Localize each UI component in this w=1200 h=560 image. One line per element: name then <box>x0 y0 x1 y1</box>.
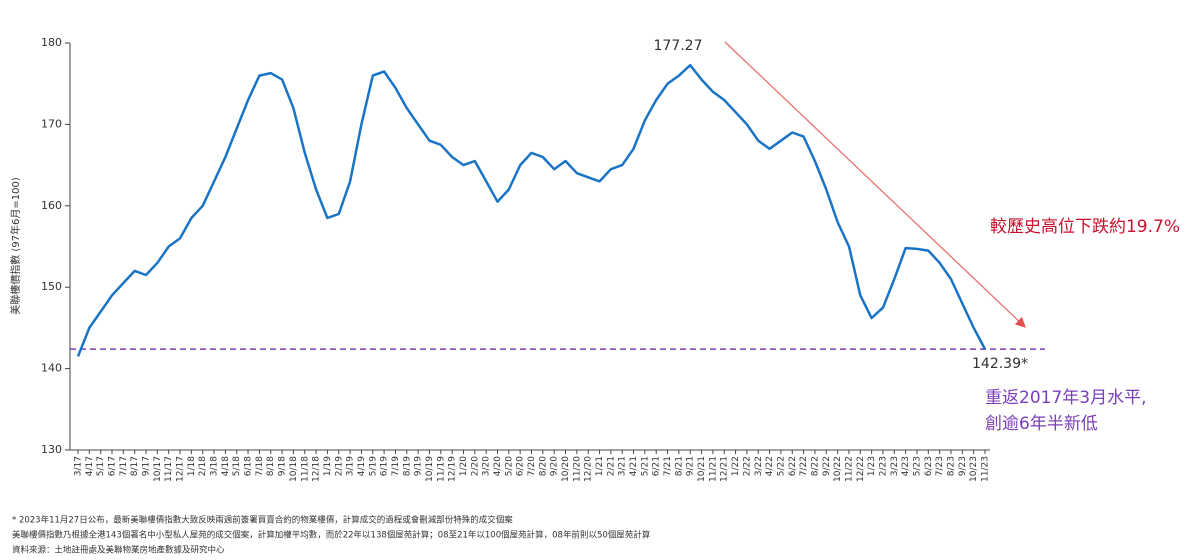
level-note: 重返2017年3月水平, <box>985 388 1146 408</box>
x-tick-label: 2/21 <box>606 456 616 476</box>
x-tick-label: 12/21 <box>720 456 730 482</box>
level-note: 創逾6年半新低 <box>985 414 1098 434</box>
x-tick-label: 6/17 <box>108 456 118 476</box>
x-tick-label: 10/21 <box>697 456 707 482</box>
x-tick-label: 4/22 <box>765 456 775 476</box>
x-tick-label: 10/19 <box>425 456 435 482</box>
x-tick-label: 9/22 <box>822 456 832 476</box>
x-tick-label: 8/17 <box>130 456 140 476</box>
x-tick-label: 2/18 <box>198 456 208 476</box>
x-tick-label: 6/19 <box>380 456 390 476</box>
x-tick-label: 6/20 <box>516 456 526 476</box>
x-tick-label: 6/22 <box>788 456 798 476</box>
x-tick-label: 8/18 <box>266 456 276 476</box>
y-tick-label: 180 <box>41 36 62 49</box>
y-tick-label: 150 <box>41 280 62 293</box>
x-tick-label: 12/22 <box>856 456 866 482</box>
x-tick-label: 7/18 <box>255 456 265 476</box>
x-tick-label: 4/19 <box>357 456 367 476</box>
x-tick-label: 5/18 <box>232 456 242 476</box>
x-tick-label: 3/21 <box>618 456 628 476</box>
x-tick-label: 3/19 <box>346 456 356 476</box>
x-tick-label: 11/18 <box>300 456 310 482</box>
x-tick-label: 5/19 <box>368 456 378 476</box>
x-tick-label: 8/23 <box>946 456 956 476</box>
x-tick-label: 2/22 <box>742 456 752 476</box>
x-tick-label: 10/23 <box>969 456 979 482</box>
x-tick-label: 8/21 <box>674 456 684 476</box>
x-tick-label: 12/18 <box>312 456 322 482</box>
x-tick-label: 4/23 <box>901 456 911 476</box>
x-tick-label: 10/18 <box>289 456 299 482</box>
x-tick-label: 3/20 <box>482 456 492 476</box>
x-tick-label: 6/18 <box>244 456 254 476</box>
x-tick-label: 1/18 <box>187 456 197 476</box>
x-tick-label: 5/23 <box>912 456 922 476</box>
data-line <box>76 63 987 357</box>
x-tick-label: 2/23 <box>878 456 888 476</box>
x-tick-label: 1/19 <box>323 456 333 476</box>
footnote: 美聯樓價指數乃根據全港143個著名中小型私人屋苑的成交個案，計算加權平均數，而於… <box>12 530 651 541</box>
x-tick-label: 10/17 <box>153 456 163 482</box>
x-tick-label: 6/23 <box>924 456 934 476</box>
x-tick-label: 2/19 <box>334 456 344 476</box>
x-tick-label: 3/17 <box>74 456 84 476</box>
x-tick-label: 5/22 <box>776 456 786 476</box>
x-tick-label: 5/17 <box>96 456 106 476</box>
x-tick-label: 4/18 <box>221 456 231 476</box>
x-tick-label: 1/22 <box>731 456 741 476</box>
trend-note: 較歷史高位下跌約19.7% <box>990 217 1180 237</box>
y-tick-label: 170 <box>41 117 62 130</box>
peak-label: 177.27 <box>654 38 703 54</box>
x-tick-label: 11/19 <box>436 456 446 482</box>
x-tick-label: 4/20 <box>493 456 503 476</box>
x-tick-label: 11/23 <box>981 456 991 482</box>
x-tick-label: 8/20 <box>538 456 548 476</box>
end-label: 142.39* <box>972 356 1028 372</box>
footnote: * 2023年11月27日公布，最新美聯樓價指數大致反映兩週前簽署買賣合約的物業… <box>12 515 513 526</box>
x-tick-label: 8/19 <box>402 456 412 476</box>
x-tick-label: 12/19 <box>448 456 458 482</box>
x-tick-label: 11/17 <box>164 456 174 482</box>
y-tick-label: 130 <box>41 443 62 456</box>
x-tick-label: 7/20 <box>527 456 537 476</box>
y-tick-label: 160 <box>41 199 62 212</box>
x-tick-label: 4/17 <box>85 456 95 476</box>
x-tick-label: 9/18 <box>278 456 288 476</box>
x-tick-label: 3/22 <box>754 456 764 476</box>
x-tick-label: 7/19 <box>391 456 401 476</box>
x-tick-label: 12/17 <box>176 456 186 482</box>
x-tick-label: 9/23 <box>958 456 968 476</box>
x-tick-label: 9/17 <box>142 456 152 476</box>
x-tick-label: 9/21 <box>686 456 696 476</box>
trend-arrow <box>724 41 1026 328</box>
x-tick-label: 12/20 <box>584 456 594 482</box>
x-tick-label: 1/23 <box>867 456 877 476</box>
x-tick-label: 1/21 <box>595 456 605 476</box>
x-tick-label: 7/23 <box>935 456 945 476</box>
x-tick-label: 8/22 <box>810 456 820 476</box>
x-tick-label: 11/22 <box>844 456 854 482</box>
y-axis-label: 美聯樓價指數 (97年6月=100) <box>9 177 22 315</box>
x-tick-label: 3/18 <box>210 456 220 476</box>
x-tick-label: 9/19 <box>414 456 424 476</box>
footnote: 資料來源：土地註冊處及美聯物業房地產數據及研究中心 <box>12 545 225 556</box>
x-tick-label: 5/21 <box>640 456 650 476</box>
x-tick-label: 11/20 <box>572 456 582 482</box>
x-tick-label: 6/21 <box>652 456 662 476</box>
x-tick-label: 7/17 <box>119 456 129 476</box>
x-tick-label: 7/21 <box>663 456 673 476</box>
x-tick-label: 10/20 <box>561 456 571 482</box>
y-tick-label: 140 <box>41 362 62 375</box>
x-tick-label: 3/23 <box>890 456 900 476</box>
x-tick-label: 10/22 <box>833 456 843 482</box>
x-tick-label: 4/21 <box>629 456 639 476</box>
x-tick-label: 1/20 <box>459 456 469 476</box>
x-tick-label: 5/20 <box>504 456 514 476</box>
x-tick-label: 9/20 <box>550 456 560 476</box>
x-tick-label: 7/22 <box>799 456 809 476</box>
x-tick-label: 11/21 <box>708 456 718 482</box>
x-tick-label: 2/20 <box>470 456 480 476</box>
